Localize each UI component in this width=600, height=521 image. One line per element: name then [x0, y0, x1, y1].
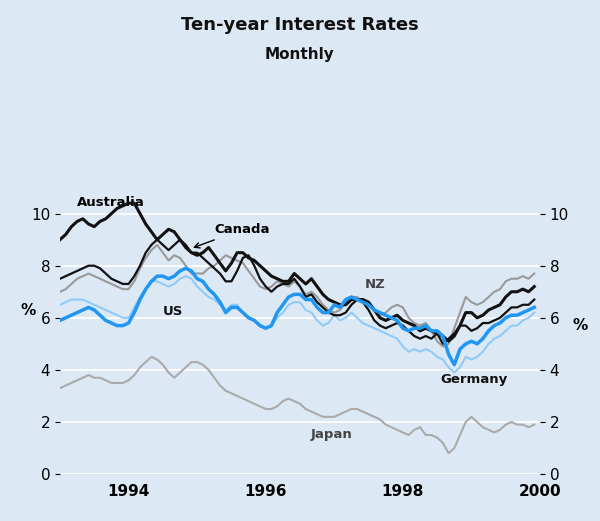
Text: Monthly: Monthly [265, 47, 335, 62]
Text: Canada: Canada [194, 223, 270, 248]
Y-axis label: %: % [572, 318, 588, 333]
Text: Germany: Germany [440, 373, 508, 386]
Text: Japan: Japan [310, 428, 352, 441]
Text: Australia: Australia [77, 196, 145, 209]
Text: US: US [163, 305, 183, 318]
Y-axis label: %: % [20, 303, 36, 318]
Text: NZ: NZ [365, 278, 386, 291]
Text: Ten-year Interest Rates: Ten-year Interest Rates [181, 16, 419, 34]
